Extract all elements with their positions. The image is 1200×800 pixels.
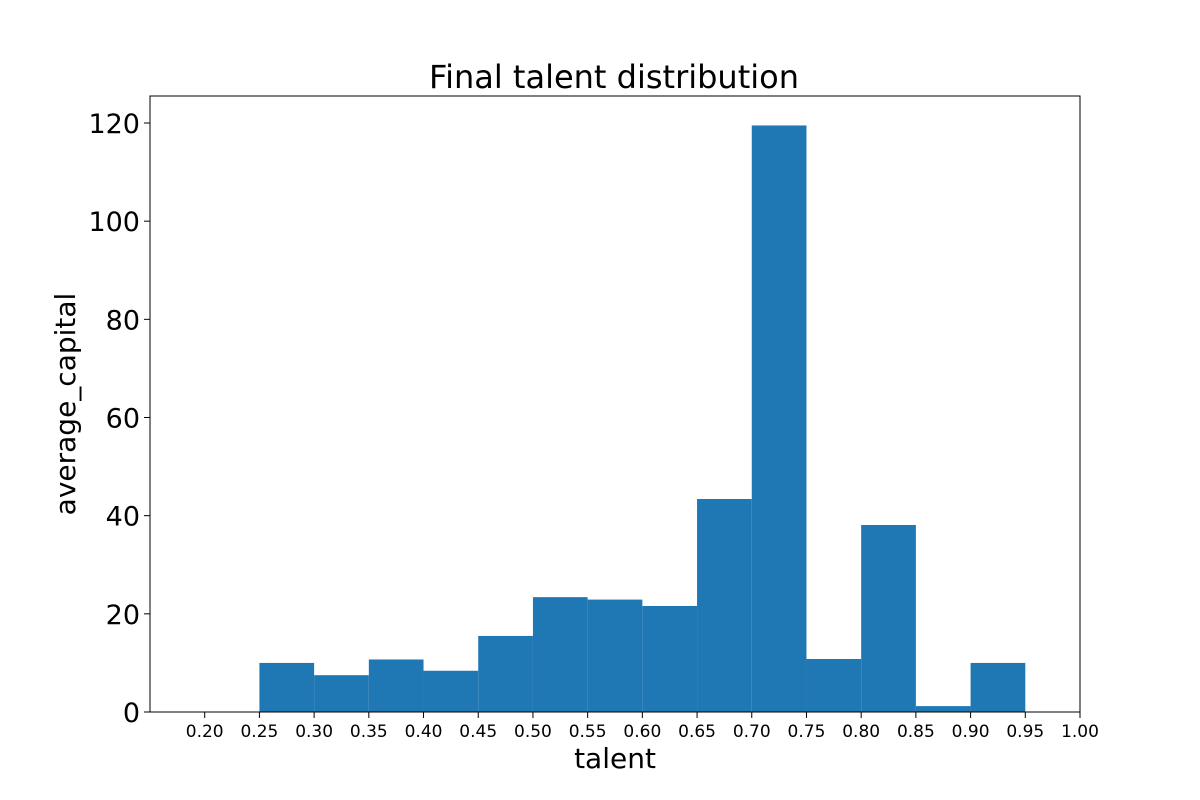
x-tick-label: 0.40	[405, 722, 443, 742]
x-tick-label: 0.35	[350, 722, 388, 742]
x-tick-label: 0.80	[842, 722, 880, 742]
histogram-bar-11	[806, 658, 862, 712]
histogram-bar-1	[259, 662, 315, 712]
x-tick-label: 0.25	[240, 722, 278, 742]
y-axis-label: average_capital	[49, 293, 82, 516]
histogram-bar-7	[587, 599, 643, 712]
y-tick-label: 20	[106, 600, 140, 631]
x-tick-label: 0.75	[788, 722, 826, 742]
y-tick-label: 40	[106, 502, 140, 533]
x-tick-label: 0.55	[569, 722, 607, 742]
bars-group	[259, 125, 1026, 713]
x-tick-label: 0.90	[952, 722, 990, 742]
histogram-bar-12	[861, 524, 916, 712]
x-axis: 0.20 0.25 0.30 0.35 0.40 0.45 0.50 0.55 0.60 0.65…	[186, 712, 1099, 742]
x-tick-label: 0.70	[733, 722, 771, 742]
histogram-bar-3	[368, 659, 424, 712]
y-axis: 0 20 40 60 80 100 120	[88, 109, 150, 729]
x-tick-label: 0.30	[295, 722, 333, 742]
histogram-bar-5	[478, 635, 533, 712]
histogram-bar-8	[642, 605, 698, 712]
histogram-bar-9	[697, 498, 752, 712]
histogram-bar-13	[915, 706, 971, 712]
histogram-bar-6	[532, 597, 588, 712]
x-tick-label: 0.85	[897, 722, 935, 742]
y-tick-label: 100	[88, 207, 140, 238]
x-tick-label: 0.20	[186, 722, 224, 742]
histogram-bar-14	[970, 662, 1026, 712]
x-tick-label: 0.45	[459, 722, 497, 742]
plot-frame	[149, 95, 1081, 713]
x-tick-label: 0.60	[623, 722, 661, 742]
chart-title: Final talent distribution	[429, 58, 799, 96]
histogram-bar-10	[751, 125, 807, 713]
histogram-bar-4	[423, 670, 479, 712]
y-tick-label: 120	[88, 109, 140, 140]
x-axis-label: talent	[574, 742, 656, 775]
x-tick-label: 1.00	[1061, 722, 1099, 742]
histogram-bar-2	[314, 675, 369, 712]
y-tick-label: 0	[123, 698, 140, 729]
x-tick-label: 0.65	[678, 722, 716, 742]
x-tick-label: 0.95	[1006, 722, 1044, 742]
x-tick-label: 0.50	[514, 722, 552, 742]
y-tick-label: 80	[106, 305, 140, 336]
y-tick-label: 60	[106, 403, 140, 434]
